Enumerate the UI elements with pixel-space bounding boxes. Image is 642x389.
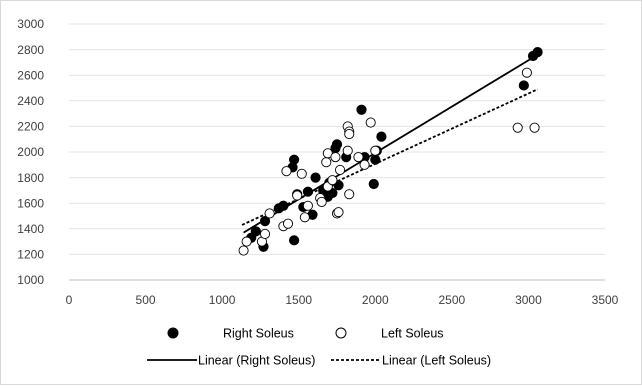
point-left-soleus-21	[335, 164, 346, 175]
x-tick-label-1000: 1000	[209, 293, 236, 307]
point-left-soleus-4	[264, 208, 275, 219]
data-points	[238, 47, 543, 256]
point-right-soleus-24	[368, 178, 379, 190]
point-left-soleus-29	[365, 117, 376, 128]
point-left-soleus-10	[299, 212, 310, 223]
point-left-soleus-11	[302, 200, 313, 211]
legend-marker-right-soleus	[167, 327, 179, 339]
point-left-soleus-18	[330, 152, 341, 163]
legend-item-linear-left-soleus: Linear (Left Soleus)	[331, 354, 491, 368]
legend-marker-left-soleus	[335, 327, 347, 339]
y-tick-label-1200: 1200	[17, 248, 44, 262]
point-left-soleus-32	[521, 67, 532, 78]
x-tick-label-1500: 1500	[285, 293, 312, 307]
point-left-soleus-27	[353, 152, 364, 163]
point-right-soleus-8	[289, 235, 300, 246]
x-tick-label-3000: 3000	[515, 293, 542, 307]
y-tick-label-1600: 1600	[17, 196, 44, 210]
point-left-soleus-26	[344, 189, 355, 200]
trendline-right-soleus	[243, 53, 539, 234]
point-left-soleus-14	[321, 157, 332, 168]
point-right-soleus-5	[278, 200, 289, 211]
point-right-soleus-30	[532, 47, 543, 58]
x-tick-label-2000: 2000	[362, 293, 389, 307]
x-axis-tick-labels: 0 500 1000 1500 2000 2500 3000 3500	[66, 293, 619, 307]
y-tick-label-2400: 2400	[17, 94, 44, 108]
point-left-soleus-8	[292, 190, 303, 201]
point-right-soleus-7	[289, 154, 300, 165]
y-tick-label-1800: 1800	[17, 171, 44, 185]
y-tick-label-3000: 3000	[17, 17, 44, 31]
legend: Right Soleus Left Soleus Linear (Right S…	[147, 327, 491, 368]
trendlines	[241, 53, 539, 234]
point-right-soleus-27	[376, 131, 387, 142]
y-axis-tick-labels: 1000 1200 1400 1600 1800 2000 2200 2400 2600 2800…	[17, 17, 44, 287]
y-tick-label-2600: 2600	[17, 68, 44, 82]
legend-label-right-soleus: Right Soleus	[223, 327, 294, 341]
point-left-soleus-7	[281, 166, 292, 177]
legend-item-right-soleus: Right Soleus	[167, 327, 294, 341]
point-right-soleus-25	[370, 154, 381, 165]
point-right-soleus-1	[250, 226, 261, 237]
y-tick-label-1000: 1000	[17, 273, 44, 287]
point-right-soleus-13	[310, 172, 321, 183]
point-left-soleus-6	[282, 218, 294, 229]
legend-item-left-soleus: Left Soleus	[335, 327, 444, 341]
x-tick-label-500: 500	[136, 293, 156, 307]
trendline-left-soleus	[241, 88, 538, 226]
point-left-soleus-13	[316, 196, 327, 207]
point-left-soleus-1	[241, 236, 252, 247]
point-right-soleus-3	[259, 216, 271, 227]
legend-label-linear-right: Linear (Right Soleus)	[198, 354, 315, 368]
point-left-soleus-28	[359, 159, 370, 170]
point-left-soleus-20	[333, 207, 344, 218]
legend-item-linear-right-soleus: Linear (Right Soleus)	[147, 354, 315, 368]
point-right-soleus-11	[302, 186, 314, 197]
point-left-soleus-9	[296, 168, 307, 179]
point-left-soleus-30	[370, 145, 381, 156]
y-tick-label-2000: 2000	[17, 145, 44, 159]
y-tick-label-1400: 1400	[17, 222, 44, 236]
point-left-soleus-24	[344, 129, 355, 140]
point-left-soleus-31	[512, 122, 523, 133]
point-left-soleus-3	[259, 228, 271, 239]
legend-label-left-soleus: Left Soleus	[381, 327, 444, 341]
point-left-soleus-0	[238, 245, 249, 256]
point-right-soleus-22	[356, 104, 367, 115]
point-right-soleus-19	[331, 139, 343, 150]
x-tick-label-3500: 3500	[592, 293, 619, 307]
y-tick-label-2200: 2200	[17, 120, 44, 134]
point-left-soleus-25	[342, 145, 353, 156]
point-left-soleus-33	[529, 122, 540, 133]
point-right-soleus-28	[518, 80, 529, 91]
y-tick-label-2800: 2800	[17, 43, 44, 57]
point-left-soleus-17	[327, 175, 338, 186]
legend-label-linear-left: Linear (Left Soleus)	[382, 354, 491, 368]
x-tick-label-0: 0	[66, 293, 73, 307]
x-tick-label-2500: 2500	[439, 293, 466, 307]
